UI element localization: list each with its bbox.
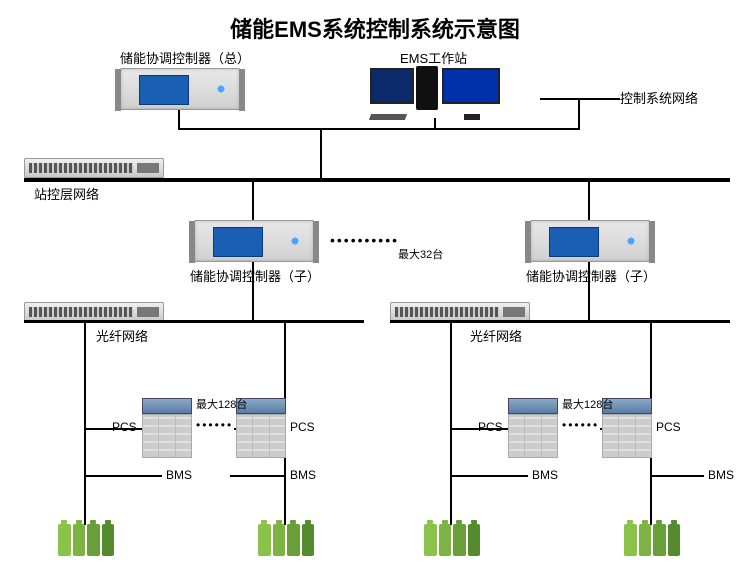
battery-4 — [624, 524, 680, 556]
label-pcs-2b: PCS — [656, 420, 681, 434]
label-control-network: 控制系统网络 — [620, 88, 698, 107]
line — [252, 182, 254, 220]
line — [450, 475, 528, 477]
label-pcs-2a: PCS — [478, 420, 503, 434]
line — [252, 262, 254, 320]
line — [450, 475, 452, 525]
fiber-bus-1 — [24, 320, 364, 323]
label-pcs-1b: PCS — [290, 420, 315, 434]
line — [230, 475, 284, 477]
label-bms-4: BMS — [708, 468, 734, 482]
switch-fiber-2 — [390, 302, 530, 322]
line — [650, 475, 652, 525]
dots-controllers: •••••••••• — [330, 232, 399, 248]
line — [434, 118, 436, 128]
controller-sub-1 — [194, 220, 314, 262]
controller-sub-2 — [530, 220, 650, 262]
line — [178, 110, 180, 128]
switch-fiber-1 — [24, 302, 164, 322]
label-station-network: 站控层网络 — [34, 184, 99, 203]
battery-2 — [258, 524, 314, 556]
label-bms-3: BMS — [532, 468, 558, 482]
battery-3 — [424, 524, 480, 556]
line — [650, 475, 704, 477]
label-fiber-network-1: 光纤网络 — [96, 326, 148, 345]
label-max-pcs-2: 最大128台 — [562, 396, 613, 412]
label-max-controllers: 最大32台 — [398, 246, 443, 262]
line — [84, 475, 162, 477]
controller-master — [120, 68, 240, 110]
control-network-stub — [540, 98, 620, 100]
line — [578, 98, 580, 128]
fiber-bus-2 — [390, 320, 730, 323]
label-controller-sub-2: 储能协调控制器（子） — [526, 266, 656, 285]
label-controller-master: 储能协调控制器（总） — [120, 48, 250, 67]
label-bms-1: BMS — [166, 468, 192, 482]
line — [320, 128, 322, 178]
pcs-2a — [508, 398, 558, 458]
pcs-1a — [142, 398, 192, 458]
label-max-pcs-1: 最大128台 — [196, 396, 247, 412]
label-controller-sub-1: 储能协调控制器（子） — [190, 266, 320, 285]
control-bus — [178, 128, 580, 130]
line — [450, 323, 452, 475]
ems-workstation — [370, 64, 500, 120]
label-pcs-1a: PCS — [112, 420, 137, 434]
battery-1 — [58, 524, 114, 556]
line — [84, 475, 86, 525]
label-fiber-network-2: 光纤网络 — [470, 326, 522, 345]
label-bms-2: BMS — [290, 468, 316, 482]
diagram-title: 储能EMS系统控制系统示意图 — [0, 12, 750, 44]
dots-pcs-2: •••••• — [562, 418, 599, 432]
line — [588, 182, 590, 220]
switch-station — [24, 158, 164, 178]
station-bus — [24, 178, 730, 182]
line — [588, 262, 590, 320]
line — [284, 475, 286, 525]
line — [84, 323, 86, 475]
dots-pcs-1: •••••• — [196, 418, 233, 432]
